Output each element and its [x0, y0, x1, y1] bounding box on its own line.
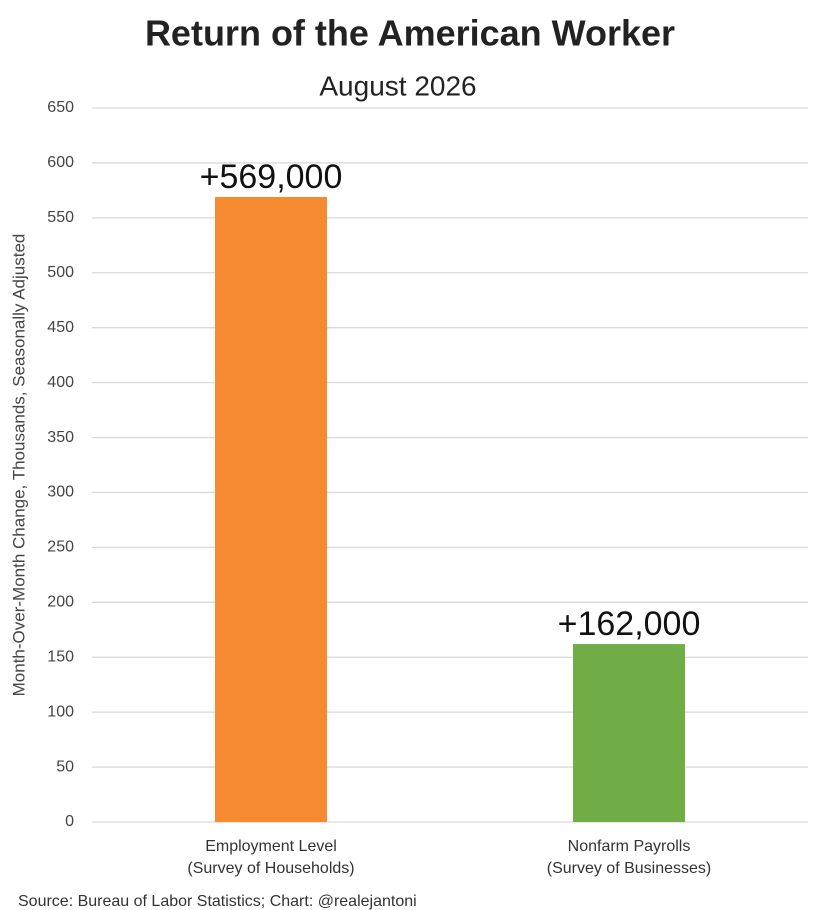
y-tick-label: 450	[47, 319, 74, 336]
value-label: +569,000	[200, 158, 343, 196]
y-tick-label: 650	[47, 99, 74, 116]
y-tick-label: 500	[47, 264, 74, 281]
y-tick-label: 550	[47, 209, 74, 226]
value-label: +162,000	[558, 605, 701, 643]
y-tick-label: 0	[65, 813, 74, 830]
y-tick-label: 350	[47, 429, 74, 446]
bar	[215, 196, 327, 822]
y-axis-label: Month-Over-Month Change, Thousands, Seas…	[9, 234, 28, 697]
chart-title: Return of the American Worker	[145, 13, 675, 54]
x-tick-label: Nonfarm Payrolls (Survey of Businesses)	[546, 838, 712, 877]
y-tick-label: 150	[47, 648, 74, 665]
y-tick-label: 300	[47, 484, 74, 501]
y-tick-label: 50	[56, 758, 74, 775]
y-tick-label: 600	[47, 154, 74, 171]
x-tick-label: Employment Level (Survey of Households)	[187, 838, 355, 877]
chart-subtitle: August 2026	[319, 70, 476, 101]
y-tick-label: 100	[47, 703, 74, 720]
y-tick-label: 250	[47, 539, 74, 556]
bar	[573, 644, 685, 822]
source-note: Source: Bureau of Labor Statistics; Char…	[18, 893, 417, 910]
y-tick-label: 400	[47, 374, 74, 391]
y-tick-label: 200	[47, 594, 74, 611]
